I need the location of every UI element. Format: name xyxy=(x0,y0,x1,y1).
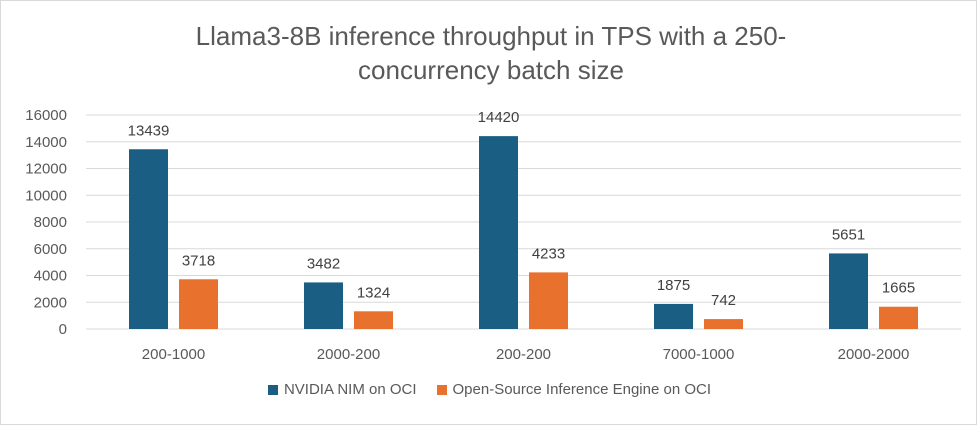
data-label: 742 xyxy=(711,292,736,309)
data-label: 14420 xyxy=(478,109,520,126)
legend: NVIDIA NIM on OCI Open-Source Inference … xyxy=(1,381,978,398)
data-label: 5651 xyxy=(832,226,865,243)
bar-open-source-200-200[interactable] xyxy=(529,272,568,329)
bar-nim-200-200[interactable] xyxy=(479,136,518,329)
data-label: 1875 xyxy=(657,277,690,294)
bar-open-source-2000-200[interactable] xyxy=(354,311,393,329)
gridlines xyxy=(86,114,961,330)
data-label: 3718 xyxy=(182,252,215,269)
y-tick-label: 6000 xyxy=(34,241,67,258)
data-label: 3482 xyxy=(307,255,340,272)
data-labels: 13439 3718 3482 1324 14420 4233 1875 742 5651 166… xyxy=(128,109,916,309)
bar-nim-200-1000[interactable] xyxy=(129,149,168,329)
chart-title-line-2: concurrency batch size xyxy=(358,55,624,85)
legend-item-open-source[interactable]: Open-Source Inference Engine on OCI xyxy=(436,381,712,398)
y-tick-label: 10000 xyxy=(25,187,67,204)
chart-title: Llama3-8B inference throughput in TPS wi… xyxy=(151,19,831,87)
x-axis-ticks: 200-1000 2000-200 200-200 7000-1000 2000-200… xyxy=(142,346,910,363)
legend-swatch-nim xyxy=(267,384,278,395)
bar-open-source-7000-1000[interactable] xyxy=(704,319,743,329)
legend-label-open-source: Open-Source Inference Engine on OCI xyxy=(452,381,712,398)
legend-label-nim: NVIDIA NIM on OCI xyxy=(283,381,417,398)
x-tick-label: 2000-2000 xyxy=(838,346,910,363)
data-label: 1324 xyxy=(357,284,390,301)
y-tick-label: 0 xyxy=(59,321,67,338)
data-label: 13439 xyxy=(128,122,170,139)
chart-title-line-1: Llama3-8B inference throughput in TPS wi… xyxy=(195,21,787,51)
y-tick-label: 14000 xyxy=(25,134,67,151)
bar-nim-2000-200[interactable] xyxy=(304,282,343,329)
bar-nim-2000-2000[interactable] xyxy=(829,253,868,329)
x-tick-label: 7000-1000 xyxy=(663,346,735,363)
data-label: 4233 xyxy=(532,245,565,262)
y-tick-label: 8000 xyxy=(34,214,67,231)
legend-swatch-open-source xyxy=(436,384,447,395)
data-label: 1665 xyxy=(882,280,915,297)
bars xyxy=(129,136,918,329)
y-tick-label: 16000 xyxy=(25,107,67,124)
y-tick-label: 2000 xyxy=(34,294,67,311)
y-tick-label: 12000 xyxy=(25,161,67,178)
y-tick-label: 4000 xyxy=(34,268,67,285)
bar-open-source-200-1000[interactable] xyxy=(179,279,218,329)
legend-item-nim[interactable]: NVIDIA NIM on OCI xyxy=(267,381,417,398)
x-tick-label: 200-200 xyxy=(496,346,551,363)
x-tick-label: 2000-200 xyxy=(317,346,380,363)
y-axis-ticks: 0 2000 4000 6000 8000 10000 12000 14000 16000 xyxy=(25,107,67,338)
bar-open-source-2000-2000[interactable] xyxy=(879,306,918,329)
bar-nim-7000-1000[interactable] xyxy=(654,303,693,329)
x-tick-label: 200-1000 xyxy=(142,346,205,363)
